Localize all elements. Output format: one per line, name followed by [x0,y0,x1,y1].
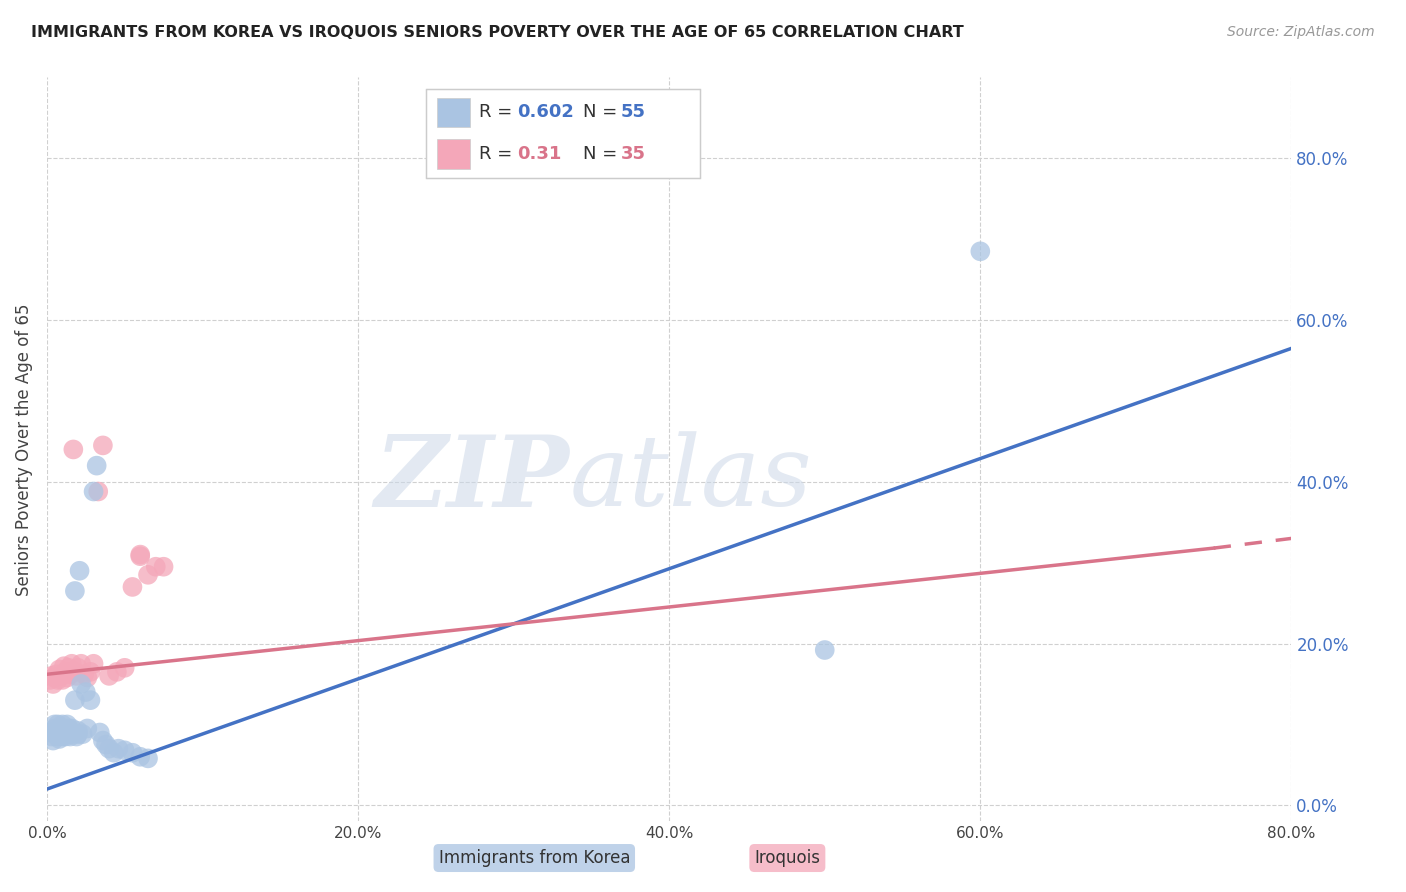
Point [48,722,70,736]
Point [60,722,83,736]
Point [48,731,70,746]
Point [63,665,86,679]
Point [79,693,101,707]
Point [42,733,65,747]
Point [62,442,84,457]
Point [66,723,89,738]
Point [72,727,94,741]
Point [53,727,76,741]
Point [51,717,73,731]
Point [45,727,67,741]
Point [55,725,77,739]
Point [58,727,80,741]
Point [87,484,110,499]
Text: atlas: atlas [569,432,813,527]
Point [136,567,159,582]
Point [121,580,143,594]
Point [55,665,77,679]
Point [62,725,84,739]
Point [39,673,62,687]
Point [103,746,125,760]
Point [65,730,87,744]
Point [63,584,86,599]
Point [145,559,167,574]
Point [58,722,80,736]
Point [42,677,65,691]
Point [41,669,63,683]
Point [70,677,93,691]
Point [70,657,93,671]
Point [136,751,159,765]
Point [969,244,991,259]
Point [91,733,114,747]
Point [65,669,87,683]
Point [53,659,76,673]
Point [152,559,174,574]
Point [53,722,76,736]
Point [89,725,111,739]
Point [56,717,79,731]
Point [51,730,73,744]
Point [56,671,79,685]
Point [49,727,72,741]
Point [86,458,108,473]
Point [76,722,98,736]
Point [60,657,83,671]
Point [83,484,105,499]
Point [45,723,67,738]
Point [814,643,837,657]
Point [44,722,66,736]
Point [107,741,129,756]
Point [46,673,69,687]
Point [98,669,121,683]
Point [66,727,89,741]
Point [114,743,136,757]
Point [41,730,63,744]
Y-axis label: Seniors Poverty Over the Age of 65: Seniors Poverty Over the Age of 65 [15,303,32,596]
Text: Iroquois: Iroquois [755,849,820,867]
Point [91,438,114,452]
Point [114,661,136,675]
Text: Immigrants from Korea: Immigrants from Korea [439,849,630,867]
Point [48,725,70,739]
Point [59,730,82,744]
Point [44,671,66,685]
Point [60,727,83,741]
Point [51,723,73,738]
Text: Source: ZipAtlas.com: Source: ZipAtlas.com [1227,25,1375,39]
Text: IMMIGRANTS FROM KOREA VS IROQUOIS SENIORS POVERTY OVER THE AGE OF 65 CORRELATION: IMMIGRANTS FROM KOREA VS IROQUOIS SENIOR… [31,25,963,40]
Text: ZIP: ZIP [374,431,569,527]
Point [45,667,67,681]
Point [69,564,91,578]
Point [39,725,62,739]
Point [63,693,86,707]
Point [121,746,143,760]
Point [98,741,121,756]
Point [94,738,117,752]
Point [79,665,101,679]
Point [73,667,96,681]
Point [48,662,70,676]
Point [129,548,152,562]
Point [49,669,72,683]
Point [59,723,82,738]
Point [49,722,72,736]
Point [75,685,97,699]
Point [51,673,73,687]
Point [46,717,69,731]
Point [58,661,80,675]
Point [83,657,105,671]
Point [129,749,152,764]
Point [105,665,128,679]
Point [76,671,98,685]
Point [66,661,89,675]
Point [56,723,79,738]
Point [59,667,82,681]
Point [44,717,66,731]
Point [55,730,77,744]
Point [46,730,69,744]
Point [129,549,152,564]
